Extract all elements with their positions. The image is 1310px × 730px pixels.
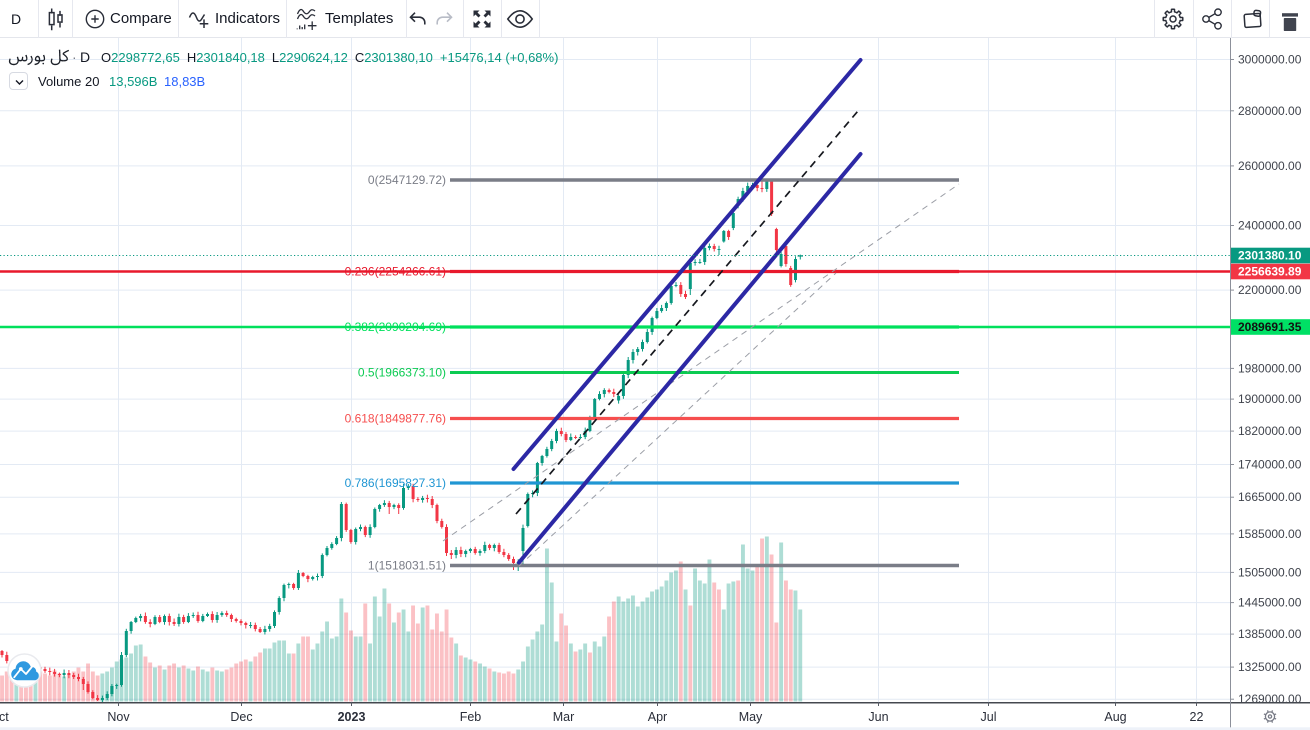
svg-text:1665000.00: 1665000.00 — [1238, 490, 1302, 504]
svg-text:May: May — [739, 710, 763, 724]
svg-text:2600000.00: 2600000.00 — [1238, 159, 1302, 173]
svg-text:1505000.00: 1505000.00 — [1238, 565, 1302, 579]
svg-text:0(2547129.72): 0(2547129.72) — [368, 173, 446, 187]
svg-text:Jul: Jul — [981, 710, 997, 724]
svg-text:1740000.00: 1740000.00 — [1238, 458, 1302, 472]
svg-text:2400000.00: 2400000.00 — [1238, 219, 1302, 233]
svg-text:Oct: Oct — [0, 710, 9, 724]
svg-text:1585000.00: 1585000.00 — [1238, 527, 1302, 541]
svg-text:2256639.89: 2256639.89 — [1238, 265, 1302, 279]
svg-text:0.786(1695827.31): 0.786(1695827.31) — [345, 476, 446, 490]
svg-text:Jun: Jun — [868, 710, 888, 724]
svg-text:2023: 2023 — [338, 710, 366, 724]
svg-text:0.236(2254266.61): 0.236(2254266.61) — [345, 265, 446, 279]
svg-text:1385000.00: 1385000.00 — [1238, 627, 1302, 641]
svg-text:1900000.00: 1900000.00 — [1238, 392, 1302, 406]
svg-text:Apr: Apr — [648, 710, 667, 724]
svg-text:2089691.35: 2089691.35 — [1238, 320, 1302, 334]
svg-text:3000000.00: 3000000.00 — [1238, 53, 1302, 67]
svg-text:1(1518031.51): 1(1518031.51) — [368, 559, 446, 573]
svg-text:1980000.00: 1980000.00 — [1238, 361, 1302, 375]
svg-text:0.5(1966373.10): 0.5(1966373.10) — [358, 366, 446, 380]
svg-text:2301380.10: 2301380.10 — [1238, 249, 1302, 263]
svg-text:0.618(1849877.76): 0.618(1849877.76) — [345, 412, 446, 426]
svg-text:2200000.00: 2200000.00 — [1238, 283, 1302, 297]
svg-text:Aug: Aug — [1104, 710, 1126, 724]
svg-text:Dec: Dec — [230, 710, 252, 724]
svg-text:0.382(2090204.69): 0.382(2090204.69) — [345, 320, 446, 334]
svg-text:Mar: Mar — [553, 710, 575, 724]
svg-text:22: 22 — [1190, 710, 1204, 724]
svg-text:1820000.00: 1820000.00 — [1238, 424, 1302, 438]
svg-text:Nov: Nov — [107, 710, 130, 724]
svg-text:1445000.00: 1445000.00 — [1238, 596, 1302, 610]
svg-text:Feb: Feb — [460, 710, 482, 724]
svg-text:1325000.00: 1325000.00 — [1238, 660, 1302, 674]
svg-text:2800000.00: 2800000.00 — [1238, 104, 1302, 118]
